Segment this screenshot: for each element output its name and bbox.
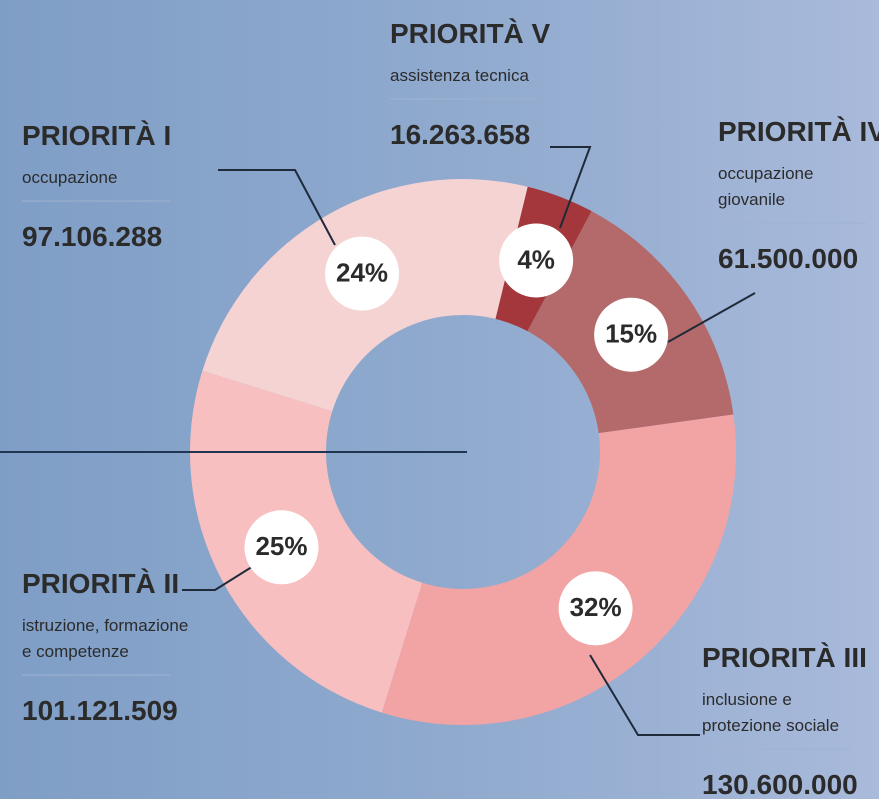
percent-label: 32%	[570, 592, 622, 622]
priority-description: giovanile	[718, 190, 785, 209]
percent-label: 24%	[336, 257, 388, 287]
priority-title: PRIORITÀ IV	[718, 116, 879, 147]
leader-line	[667, 292, 756, 343]
percent-badge	[325, 236, 400, 311]
priority-title: PRIORITÀ II	[22, 568, 179, 599]
priority-amount: 16.263.658	[390, 119, 530, 150]
priority-amount: 101.121.509	[22, 695, 178, 726]
leader-line	[550, 146, 592, 229]
percent-badge	[499, 223, 574, 298]
percent-badge	[558, 571, 633, 646]
leader-line	[182, 562, 259, 591]
priority-description: occupazione	[22, 168, 117, 187]
labels: PRIORITÀ V assistenza tecnica 16.263.658 PR…	[22, 18, 879, 799]
percent-badge	[594, 297, 669, 372]
priority-amount: 97.106.288	[22, 221, 162, 252]
priority-amount: 61.500.000	[718, 243, 858, 274]
percent-label: 15%	[605, 319, 657, 349]
percent-label: 25%	[255, 531, 307, 561]
percent-label: 4%	[517, 244, 555, 274]
priority-title: PRIORITÀ V	[390, 18, 551, 49]
priority-description: protezione sociale	[702, 716, 839, 735]
priority-description: istruzione, formazione	[22, 616, 188, 635]
priority-description: assistenza tecnica	[390, 66, 529, 85]
leader-line	[218, 169, 336, 246]
percent-badge	[244, 510, 319, 585]
donut-segment	[381, 414, 736, 726]
leader-line	[589, 654, 700, 736]
priority-description: occupazione	[718, 164, 813, 183]
priority-title: PRIORITÀ III	[702, 642, 867, 673]
priority-description: inclusione e	[702, 690, 792, 709]
priority-amount: 130.600.000	[702, 769, 858, 799]
priority-title: PRIORITÀ I	[22, 120, 171, 151]
priority-description: e competenze	[22, 642, 129, 661]
percent-labels: 4% 15% 32% 25% 24%	[244, 223, 669, 646]
